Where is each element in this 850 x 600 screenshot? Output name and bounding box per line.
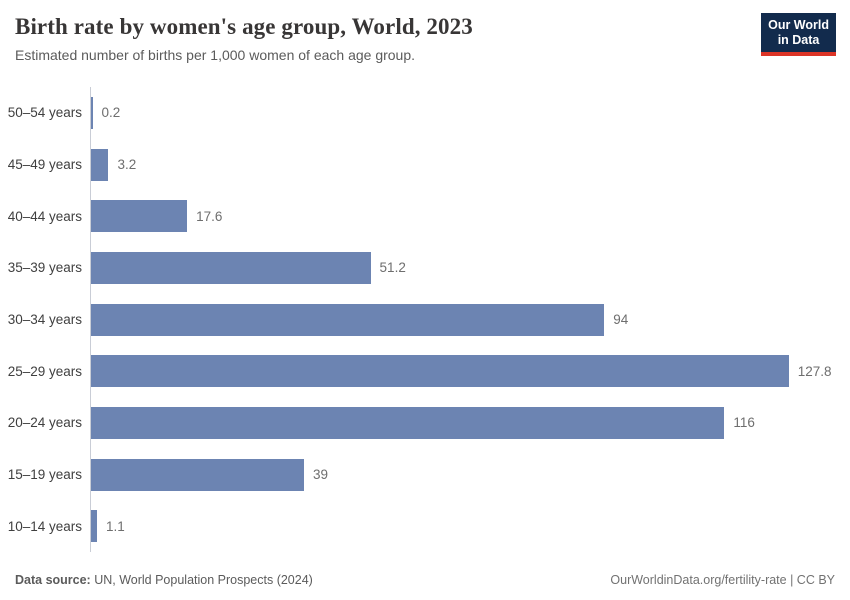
bar-row: 25–29 years 127.8 <box>0 345 850 397</box>
owid-logo[interactable]: Our World in Data <box>761 13 836 56</box>
category-label: 40–44 years <box>7 208 82 224</box>
bar-row: 10–14 years 1.1 <box>0 500 850 552</box>
value-label: 1.1 <box>106 518 125 534</box>
bar[interactable] <box>91 251 371 284</box>
data-source-label: Data source: <box>15 573 91 587</box>
bar-row: 20–24 years 116 <box>0 397 850 449</box>
value-label: 3.2 <box>117 157 137 172</box>
bar[interactable] <box>91 148 109 181</box>
chart-footer: Data source: UN, World Population Prospe… <box>15 573 835 587</box>
bar-area: 17.6 <box>90 190 850 242</box>
category-label: 10–14 years <box>7 518 82 534</box>
category-label: 50–54 years <box>7 105 82 121</box>
bar[interactable] <box>91 96 93 129</box>
owid-logo-line2: in Data <box>777 32 820 47</box>
bar-row: 15–19 years 39 <box>0 449 850 501</box>
category-label: 15–19 years <box>7 467 82 483</box>
value-label: 127.8 <box>797 363 832 379</box>
bar-row: 45–49 years 3.2 <box>0 139 850 191</box>
bar-row: 30–34 years 94 <box>0 294 850 346</box>
chart-subtitle: Estimated number of births per 1,000 wom… <box>15 47 416 63</box>
chart-title: Birth rate by women's age group, World, … <box>15 14 473 39</box>
bar-area: 127.8 <box>90 345 850 397</box>
bar-area: 39 <box>90 449 850 501</box>
y-axis-line <box>90 87 91 552</box>
bar[interactable] <box>91 458 304 491</box>
owid-url-license-link[interactable]: OurWorldinData.org/fertility-rate | CC B… <box>610 573 835 587</box>
category-label: 30–34 years <box>7 312 82 328</box>
bar-row: 40–44 years 17.6 <box>0 190 850 242</box>
category-label: 25–29 years <box>7 363 82 379</box>
bar-row: 50–54 years 0.2 <box>0 87 850 139</box>
bar-chart-plot: 50–54 years 0.2 45–49 years 3.2 40–44 ye… <box>0 87 850 552</box>
bar-row: 35–39 years 51.2 <box>0 242 850 294</box>
bar-area: 51.2 <box>90 242 850 294</box>
value-label: 0.2 <box>101 105 121 121</box>
bar-rows: 50–54 years 0.2 45–49 years 3.2 40–44 ye… <box>0 87 850 552</box>
category-label: 35–39 years <box>7 260 82 276</box>
value-label: 116 <box>733 415 755 431</box>
value-label: 94 <box>613 312 629 328</box>
chart-header: Birth rate by women's age group, World, … <box>15 14 760 63</box>
bar[interactable] <box>91 355 789 388</box>
category-label: 20–24 years <box>7 415 82 431</box>
bar[interactable] <box>91 200 188 233</box>
bar[interactable] <box>91 510 97 543</box>
value-label: 39 <box>312 467 328 483</box>
bar[interactable] <box>91 303 605 336</box>
bar-area: 116 <box>90 397 850 449</box>
bar-area: 0.2 <box>90 87 850 139</box>
bar-area: 1.1 <box>90 500 850 552</box>
value-label: 17.6 <box>196 208 223 224</box>
data-source-text: UN, World Population Prospects (2024) <box>90 573 313 587</box>
data-source-note: Data source: UN, World Population Prospe… <box>15 573 313 587</box>
bar-area: 3.2 <box>90 139 850 191</box>
category-label: 45–49 years <box>7 157 82 172</box>
owid-logo-line1: Our World <box>768 18 829 32</box>
bar[interactable] <box>91 406 725 439</box>
bar-area: 94 <box>90 294 850 346</box>
value-label: 51.2 <box>379 260 406 276</box>
